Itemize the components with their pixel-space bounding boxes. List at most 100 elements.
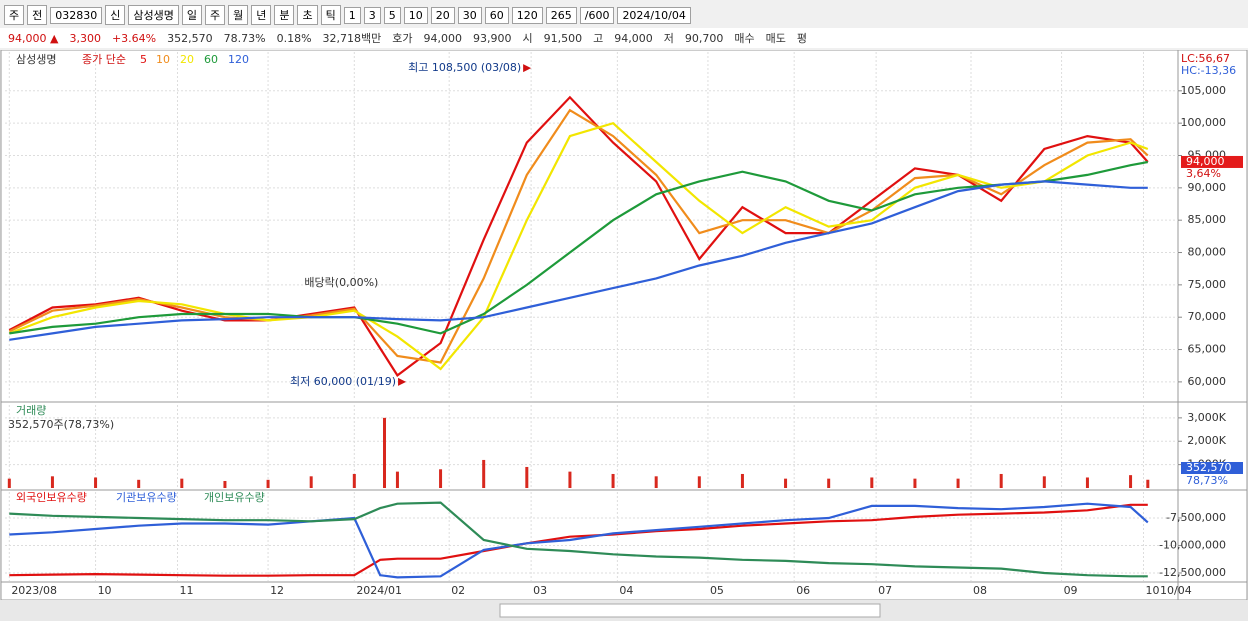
y-tick-label: 100,000 — [1181, 116, 1227, 129]
bar — [740, 473, 744, 488]
legend-entry: 5 — [140, 53, 147, 66]
info-item[interactable]: 90,700 — [680, 30, 728, 46]
annotation-arrow — [398, 377, 407, 386]
toolbar-item[interactable]: 신 — [105, 5, 126, 25]
toolbar-item[interactable]: 일 — [181, 5, 202, 25]
info-item[interactable]: +3.64% — [107, 30, 161, 46]
toolbar-item[interactable]: 60 — [484, 6, 509, 24]
line-series — [8, 108, 1149, 364]
bar — [1085, 477, 1089, 488]
x-tick-label: 10 — [1146, 584, 1160, 597]
toolbar-item[interactable]: 10 — [403, 6, 428, 24]
info-bar: 94,000 ▲ 3,300 +3.64% 352,570 78.73% 0.18% 32,… — [0, 28, 1248, 48]
info-item[interactable]: 94,000 — [419, 30, 467, 46]
bar — [395, 471, 399, 488]
y-tick-label: -12,500,000 — [1159, 566, 1226, 579]
bar — [383, 417, 386, 488]
bar — [1129, 475, 1133, 488]
info-item[interactable]: 고 — [589, 29, 608, 47]
toolbar-item[interactable]: 주 — [204, 5, 226, 25]
toolbar-item[interactable]: 2024/10/04 — [617, 6, 691, 24]
x-end-label: 10/04 — [1160, 584, 1192, 597]
toolbar-item[interactable]: 삼성생명 — [128, 5, 179, 25]
x-tick-label: 10 — [98, 584, 112, 597]
legend-title: 종가 단순 — [82, 53, 126, 66]
toolbar-item[interactable]: 분 — [274, 5, 295, 25]
bar — [352, 473, 356, 488]
legend-entry: 120 — [228, 53, 249, 66]
scroll-thumb[interactable] — [499, 603, 881, 618]
info-item[interactable]: 78.73% — [219, 30, 270, 46]
bar — [870, 477, 874, 488]
x-tick-label: 2023/08 — [11, 584, 57, 597]
y-tick-label: 90,000 — [1188, 181, 1227, 194]
toolbar-item[interactable]: 265 — [545, 6, 577, 24]
line-series — [9, 502, 1149, 579]
x-tick-label: 03 — [533, 584, 547, 597]
info-item[interactable]: 93,900 — [469, 30, 516, 46]
toolbar-item[interactable]: 3 — [363, 6, 381, 24]
info-item[interactable]: 매도 — [761, 29, 790, 47]
toolbar-item[interactable]: 5 — [383, 6, 401, 24]
info-item[interactable]: 3,300 — [65, 30, 105, 46]
bar — [654, 476, 658, 488]
toolbar-item[interactable]: 120 — [511, 6, 543, 24]
y-tick-label: 85,000 — [1188, 213, 1227, 226]
toolbar-item[interactable]: 032830 — [50, 6, 103, 24]
x-tick-label: 09 — [1064, 584, 1078, 597]
bar — [956, 478, 960, 488]
toolbar-item[interactable]: 20 — [430, 6, 455, 24]
bar — [223, 480, 227, 488]
info-item[interactable]: 호가 — [388, 29, 417, 47]
info-item[interactable]: 0.18% — [272, 30, 316, 46]
line-series — [9, 160, 1149, 335]
legend-entry: 20 — [180, 53, 194, 66]
toolbar: 주 전 032830 신 삼성생명 일 주 월 년 분 초 틱 1 3 5 10 20 30 60 120 265/60… — [0, 3, 1248, 27]
y-tick-label: 70,000 — [1188, 310, 1227, 323]
toolbar-item[interactable]: 30 — [457, 6, 482, 24]
x-tick-label: 06 — [796, 584, 810, 597]
bar — [1146, 479, 1150, 488]
y-tick-label: 105,000 — [1181, 84, 1227, 97]
panel-title: 삼성생명 — [16, 53, 56, 66]
x-tick-label: 12 — [270, 584, 284, 597]
chart: 60,000 65,000 70,000 75,000 80,000 85,000 90,0… — [0, 50, 1248, 621]
bar — [266, 479, 270, 488]
annotation: 최고 108,500 (03/08) — [408, 61, 521, 74]
bar — [309, 476, 313, 488]
y-tick-label: 3,000K — [1187, 411, 1226, 424]
bar — [94, 477, 98, 488]
info-item[interactable]: 저 — [659, 29, 678, 47]
info-item[interactable]: 32,718백만 — [318, 29, 386, 47]
toolbar-item[interactable]: 1 — [343, 6, 361, 24]
line-series — [9, 501, 1148, 578]
info-item[interactable]: 평 — [792, 29, 812, 47]
info-item[interactable]: 94,000 ▲ — [4, 30, 63, 46]
toolbar-item[interactable]: 년 — [251, 5, 272, 25]
last-price-box — [1181, 155, 1243, 168]
toolbar-item[interactable]: 전 — [27, 5, 48, 25]
info-item[interactable]: 매수 — [730, 29, 759, 47]
x-tick-label: 11 — [180, 584, 194, 597]
info-item[interactable]: 352,570 — [163, 30, 217, 46]
toolbar-item[interactable]: 초 — [297, 5, 318, 25]
bar — [439, 469, 443, 488]
toolbar-item[interactable]: 월 — [228, 5, 249, 25]
x-tick-label: 05 — [710, 584, 724, 597]
toolbar-item[interactable]: /600 — [579, 6, 615, 24]
last-volume-label: 352,570 — [1186, 461, 1232, 474]
line-series — [9, 180, 1148, 341]
info-item[interactable]: 94,000 — [610, 30, 657, 46]
bar — [482, 459, 486, 488]
legend-entry: 개인보유수량 — [204, 491, 265, 504]
annotation-arrow — [523, 64, 532, 73]
toolbar-item[interactable]: 주 — [4, 5, 25, 25]
y-tick-label: 2,000K — [1187, 434, 1226, 447]
toolbar-item[interactable]: 틱 — [320, 5, 341, 25]
x-tick-label: 07 — [878, 584, 892, 597]
info-item[interactable]: 시 — [518, 29, 537, 47]
y-tick-label: 80,000 — [1188, 246, 1227, 259]
legend-entry: 외국인보유수량 — [16, 491, 87, 504]
info-item[interactable]: 91,500 — [539, 30, 587, 46]
